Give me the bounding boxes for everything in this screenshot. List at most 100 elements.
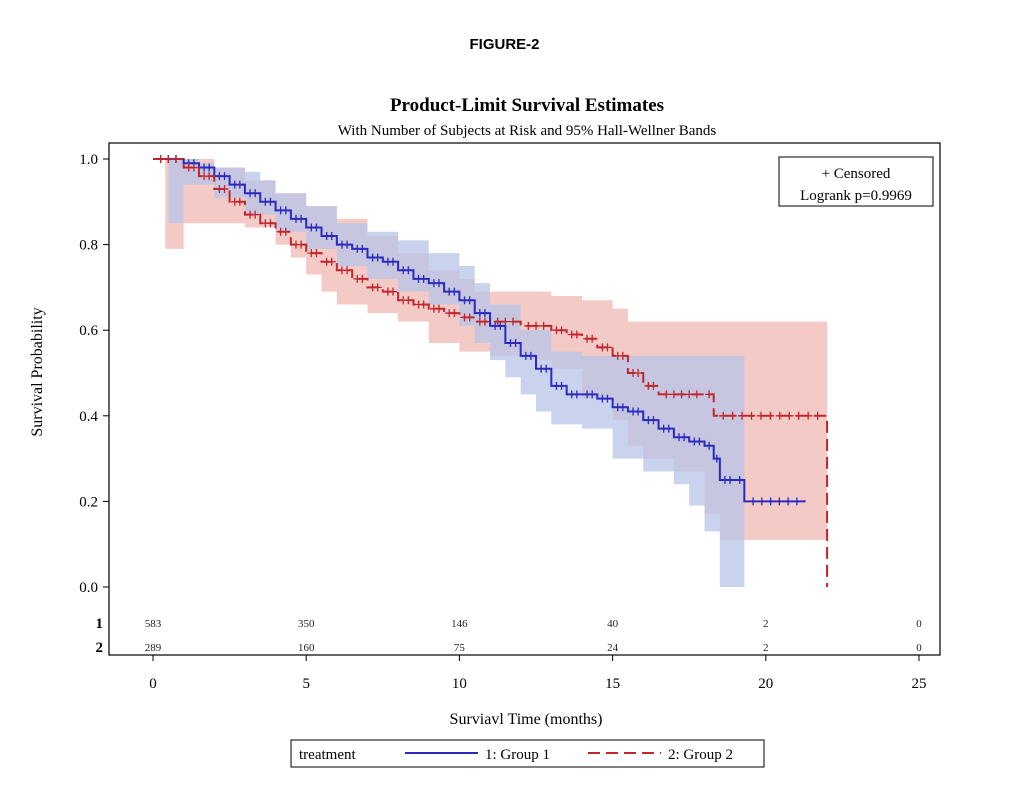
censor-mark-group-2 bbox=[501, 317, 510, 326]
censor-mark-group-2 bbox=[373, 283, 382, 292]
censor-mark-group-2 bbox=[266, 219, 275, 228]
censor-mark-group-2 bbox=[389, 287, 398, 296]
censor-mark-group-1 bbox=[404, 266, 413, 275]
censor-mark-group-1 bbox=[205, 163, 214, 172]
censor-mark-group-2 bbox=[747, 411, 756, 420]
censor-mark-group-2 bbox=[419, 300, 428, 309]
x-tick-label: 25 bbox=[912, 676, 927, 692]
censor-mark-group-1 bbox=[784, 497, 793, 506]
censor-mark-group-1 bbox=[266, 197, 275, 206]
censor-mark-group-1 bbox=[373, 253, 382, 262]
at-risk-count: 24 bbox=[607, 642, 619, 654]
censor-mark-group-1 bbox=[496, 321, 505, 330]
censor-mark-group-1 bbox=[695, 437, 704, 446]
censored-label: + Censored bbox=[822, 166, 891, 182]
censor-mark-group-1 bbox=[618, 403, 627, 412]
censor-mark-group-2 bbox=[539, 321, 548, 330]
censor-mark-group-2 bbox=[634, 369, 643, 377]
censor-mark-group-2 bbox=[728, 411, 737, 420]
y-tick-label: 0.0 bbox=[79, 580, 98, 596]
censor-mark-group-2 bbox=[557, 326, 566, 335]
legend-entry-group-1: 1: Group 1 bbox=[485, 747, 550, 763]
band-group-1 bbox=[153, 159, 745, 587]
figure-label: FIGURE-2 bbox=[469, 36, 540, 53]
censor-mark-group-2 bbox=[450, 309, 459, 318]
at-risk-count: 40 bbox=[607, 618, 619, 630]
at-risk-count: 583 bbox=[145, 618, 162, 630]
censor-mark-group-1 bbox=[705, 441, 714, 450]
censor-mark-group-2 bbox=[358, 274, 367, 283]
y-tick-label: 0.4 bbox=[79, 409, 98, 425]
censor-mark-group-1 bbox=[526, 351, 535, 360]
censor-mark-group-1 bbox=[312, 223, 321, 232]
censor-mark-group-1 bbox=[757, 497, 766, 506]
censor-mark-group-1 bbox=[603, 394, 612, 403]
censor-mark-group-2 bbox=[312, 249, 321, 258]
censor-mark-group-2 bbox=[766, 411, 775, 420]
at-risk-table: 1 583 350 146 40 2 0 2 289 160 75 24 2 0 bbox=[96, 616, 923, 656]
at-risk-row-label: 2 bbox=[96, 640, 104, 656]
y-tick-label: 1.0 bbox=[79, 152, 98, 168]
censor-mark-group-2 bbox=[171, 155, 180, 163]
censor-mark-group-2 bbox=[719, 411, 728, 420]
censor-mark-group-1 bbox=[735, 476, 744, 484]
censor-mark-group-2 bbox=[205, 172, 214, 181]
censor-mark-group-1 bbox=[712, 454, 721, 463]
bottom-legend: treatment 1: Group 1 2: Group 2 bbox=[290, 739, 765, 768]
censor-mark-group-1 bbox=[480, 309, 489, 318]
censor-mark-group-2 bbox=[281, 227, 290, 236]
censor-mark-group-1 bbox=[220, 172, 229, 181]
at-risk-count: 289 bbox=[145, 642, 162, 654]
censor-marks bbox=[156, 155, 822, 506]
censor-mark-group-1 bbox=[557, 381, 566, 390]
censor-mark-group-1 bbox=[749, 497, 758, 506]
censor-mark-group-1 bbox=[281, 206, 290, 215]
censor-mark-group-1 bbox=[664, 424, 673, 433]
censor-mark-group-2 bbox=[618, 351, 627, 360]
curve-group-2 bbox=[153, 158, 829, 587]
chart-title: Product-Limit Survival Estimates bbox=[390, 95, 664, 116]
censor-mark-group-1 bbox=[649, 416, 658, 425]
censor-mark-group-2 bbox=[785, 411, 794, 420]
inset-legend-box bbox=[778, 156, 934, 207]
censor-mark-group-1 bbox=[680, 433, 689, 442]
censor-mark-group-2 bbox=[692, 390, 701, 399]
censor-mark-group-1 bbox=[235, 180, 244, 189]
at-risk-count: 350 bbox=[298, 618, 315, 630]
censor-mark-group-2 bbox=[588, 334, 597, 343]
censor-mark-group-1 bbox=[434, 279, 443, 288]
confidence-bands bbox=[153, 159, 828, 587]
censor-mark-group-2 bbox=[572, 330, 581, 339]
y-tick-label: 0.8 bbox=[79, 238, 98, 254]
censor-mark-group-1 bbox=[588, 390, 597, 399]
censor-mark-group-1 bbox=[389, 257, 398, 266]
censor-mark-group-1 bbox=[297, 214, 306, 223]
x-tick-label: 0 bbox=[149, 676, 157, 692]
censor-mark-group-2 bbox=[327, 257, 336, 266]
x-axis-label: Surviavl Time (months) bbox=[450, 711, 603, 728]
at-risk-row-label: 1 bbox=[96, 616, 104, 632]
plot-frame bbox=[108, 142, 941, 656]
y-tick-label: 0.2 bbox=[79, 494, 98, 510]
censor-mark-group-2 bbox=[662, 390, 671, 399]
censor-mark-group-2 bbox=[220, 184, 229, 193]
censor-mark-group-2 bbox=[603, 343, 612, 352]
chart-subtitle: With Number of Subjects at Risk and 95% … bbox=[338, 123, 717, 139]
censor-mark-group-1 bbox=[358, 244, 367, 253]
legend-title: treatment bbox=[299, 747, 356, 763]
censor-mark-group-2 bbox=[189, 163, 198, 172]
y-axis-label: Survival Probability bbox=[29, 307, 46, 436]
censor-mark-group-2 bbox=[343, 266, 352, 275]
censor-mark-group-2 bbox=[509, 317, 518, 326]
x-tick-label: 20 bbox=[758, 676, 773, 692]
censor-mark-group-2 bbox=[775, 411, 784, 420]
censor-mark-group-1 bbox=[634, 407, 643, 416]
legend-entry-group-2: 2: Group 2 bbox=[668, 747, 733, 763]
at-risk-count: 2 bbox=[763, 642, 769, 654]
at-risk-count: 0 bbox=[916, 618, 922, 630]
censor-mark-group-2 bbox=[251, 210, 260, 219]
logrank-label: Logrank p=0.9969 bbox=[800, 188, 912, 204]
censor-mark-group-1 bbox=[775, 497, 784, 506]
at-risk-count: 146 bbox=[451, 618, 468, 630]
